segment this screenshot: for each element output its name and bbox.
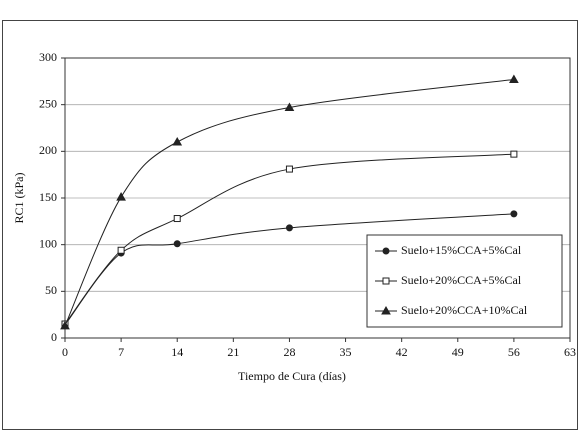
marker xyxy=(285,165,293,173)
legend-box xyxy=(366,234,563,328)
x-axis-title: Tiempo de Cura (días) xyxy=(238,369,346,383)
legend-label: Suelo+15%CCA+5%Cal xyxy=(401,243,522,257)
y-tick-label: 250 xyxy=(39,96,57,110)
marker xyxy=(173,240,181,248)
x-tick-label: 28 xyxy=(283,345,295,359)
marker xyxy=(509,74,519,83)
marker xyxy=(172,136,183,146)
y-tick-label: 150 xyxy=(39,190,57,204)
series-line xyxy=(64,78,514,327)
marker xyxy=(116,192,126,201)
marker xyxy=(510,210,518,218)
y-tick-label: 200 xyxy=(39,143,57,157)
marker xyxy=(284,102,295,111)
x-tick-label: 56 xyxy=(508,345,520,359)
x-tick-label: 7 xyxy=(118,345,124,359)
y-tick-label: 300 xyxy=(39,50,57,64)
legend-label: Suelo+20%CCA+5%Cal xyxy=(401,273,522,287)
x-tick-label: 35 xyxy=(340,345,352,359)
marker xyxy=(117,246,125,254)
x-tick-label: 0 xyxy=(62,345,68,359)
y-tick-label: 100 xyxy=(39,236,57,250)
x-tick-label: 21 xyxy=(227,345,239,359)
marker xyxy=(285,224,293,232)
y-tick-label: 50 xyxy=(45,283,57,297)
marker xyxy=(382,277,390,285)
series-line xyxy=(64,153,514,325)
x-tick-label: 49 xyxy=(452,345,464,359)
marker xyxy=(60,320,70,330)
marker xyxy=(173,215,181,223)
marker xyxy=(382,247,390,255)
y-tick-label: 0 xyxy=(51,330,57,344)
y-axis-title: RC1 (kPa) xyxy=(12,172,26,223)
x-tick-label: 42 xyxy=(396,345,408,359)
marker xyxy=(510,150,518,158)
legend-label: Suelo+20%CCA+10%Cal xyxy=(401,303,528,317)
x-tick-label: 14 xyxy=(171,345,183,359)
series-line xyxy=(64,213,514,326)
x-tick-label: 63 xyxy=(564,345,576,359)
plot-frame xyxy=(64,57,571,339)
marker xyxy=(381,305,391,315)
